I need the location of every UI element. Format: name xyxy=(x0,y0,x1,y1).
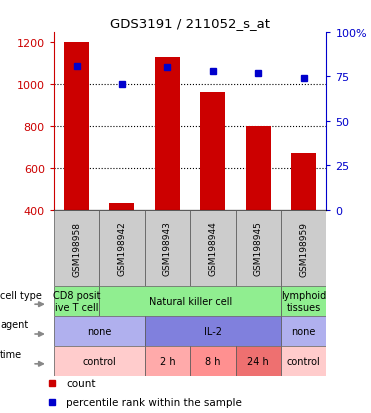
Text: control: control xyxy=(82,356,116,366)
Bar xyxy=(54,346,145,376)
Bar xyxy=(236,346,281,376)
Text: agent: agent xyxy=(0,320,28,330)
Text: GSM198943: GSM198943 xyxy=(163,221,172,276)
Text: GSM198944: GSM198944 xyxy=(209,221,217,276)
Text: GSM198945: GSM198945 xyxy=(254,221,263,276)
Text: IL-2: IL-2 xyxy=(204,326,222,336)
Bar xyxy=(200,93,225,210)
Bar xyxy=(99,287,281,316)
Bar xyxy=(145,346,190,376)
Bar xyxy=(64,43,89,210)
Title: GDS3191 / 211052_s_at: GDS3191 / 211052_s_at xyxy=(110,17,270,30)
Text: lymphoid
tissues: lymphoid tissues xyxy=(281,291,326,312)
Text: GSM198958: GSM198958 xyxy=(72,221,81,276)
Text: count: count xyxy=(66,379,95,389)
Bar xyxy=(155,58,180,210)
Bar xyxy=(54,287,99,316)
Text: percentile rank within the sample: percentile rank within the sample xyxy=(66,397,242,407)
Text: 8 h: 8 h xyxy=(205,356,221,366)
Bar xyxy=(291,154,316,210)
Bar xyxy=(190,346,236,376)
Bar xyxy=(145,210,190,287)
Text: 2 h: 2 h xyxy=(160,356,175,366)
Bar xyxy=(281,287,326,316)
Bar xyxy=(190,210,236,287)
Bar xyxy=(281,316,326,346)
Text: cell type: cell type xyxy=(0,290,42,300)
Text: GSM198942: GSM198942 xyxy=(118,221,127,276)
Bar xyxy=(54,316,145,346)
Text: GSM198959: GSM198959 xyxy=(299,221,308,276)
Bar xyxy=(246,127,271,210)
Text: none: none xyxy=(292,326,316,336)
Text: control: control xyxy=(287,356,321,366)
Text: 24 h: 24 h xyxy=(247,356,269,366)
Bar xyxy=(236,210,281,287)
Bar xyxy=(281,346,326,376)
Text: none: none xyxy=(87,326,111,336)
Bar xyxy=(281,210,326,287)
Bar xyxy=(145,316,281,346)
Bar xyxy=(109,204,134,210)
Bar xyxy=(99,210,145,287)
Text: Natural killer cell: Natural killer cell xyxy=(148,297,232,306)
Text: CD8 posit
ive T cell: CD8 posit ive T cell xyxy=(53,291,100,312)
Bar xyxy=(54,210,99,287)
Text: time: time xyxy=(0,349,22,359)
